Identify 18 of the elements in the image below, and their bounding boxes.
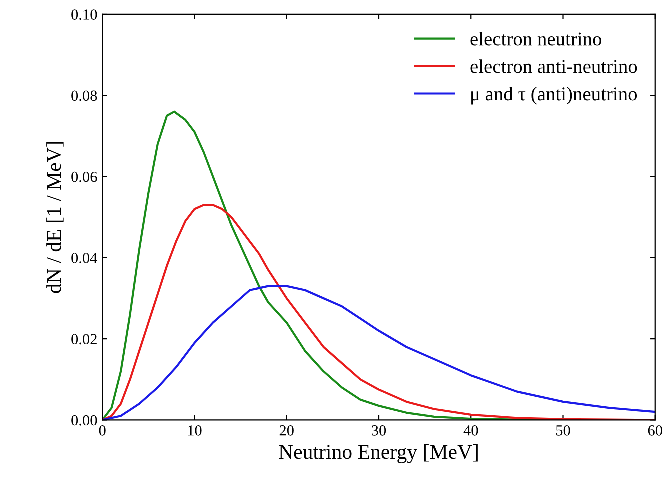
- x-tick-label: 0: [99, 426, 106, 436]
- y-tick-label: 0.02: [72, 334, 97, 345]
- legend-label: electron neutrino: [470, 32, 602, 46]
- x-tick-label: 50: [556, 426, 570, 436]
- x-tick-label: 20: [280, 426, 294, 436]
- x-axis-title: Neutrino Energy [MeV]: [279, 444, 478, 464]
- x-tick-label: 60: [648, 426, 662, 436]
- y-axis-title: dN / dE [1 / MeV]: [46, 142, 64, 294]
- x-tick-label: 30: [372, 426, 386, 436]
- x-tick-label: 10: [188, 426, 202, 436]
- y-tick-label: 0.10: [72, 10, 98, 20]
- x-tick-label: 40: [464, 426, 478, 436]
- y-tick-label: 0.08: [72, 90, 98, 102]
- legend-label: μ and τ (anti)neutrino: [472, 87, 638, 105]
- y-tick-label: 0.00: [72, 415, 98, 426]
- y-tick-label: 0.06: [72, 172, 98, 182]
- y-tick-label: 0.04: [72, 253, 98, 264]
- legend-label: electron anti-neutrino: [470, 60, 638, 74]
